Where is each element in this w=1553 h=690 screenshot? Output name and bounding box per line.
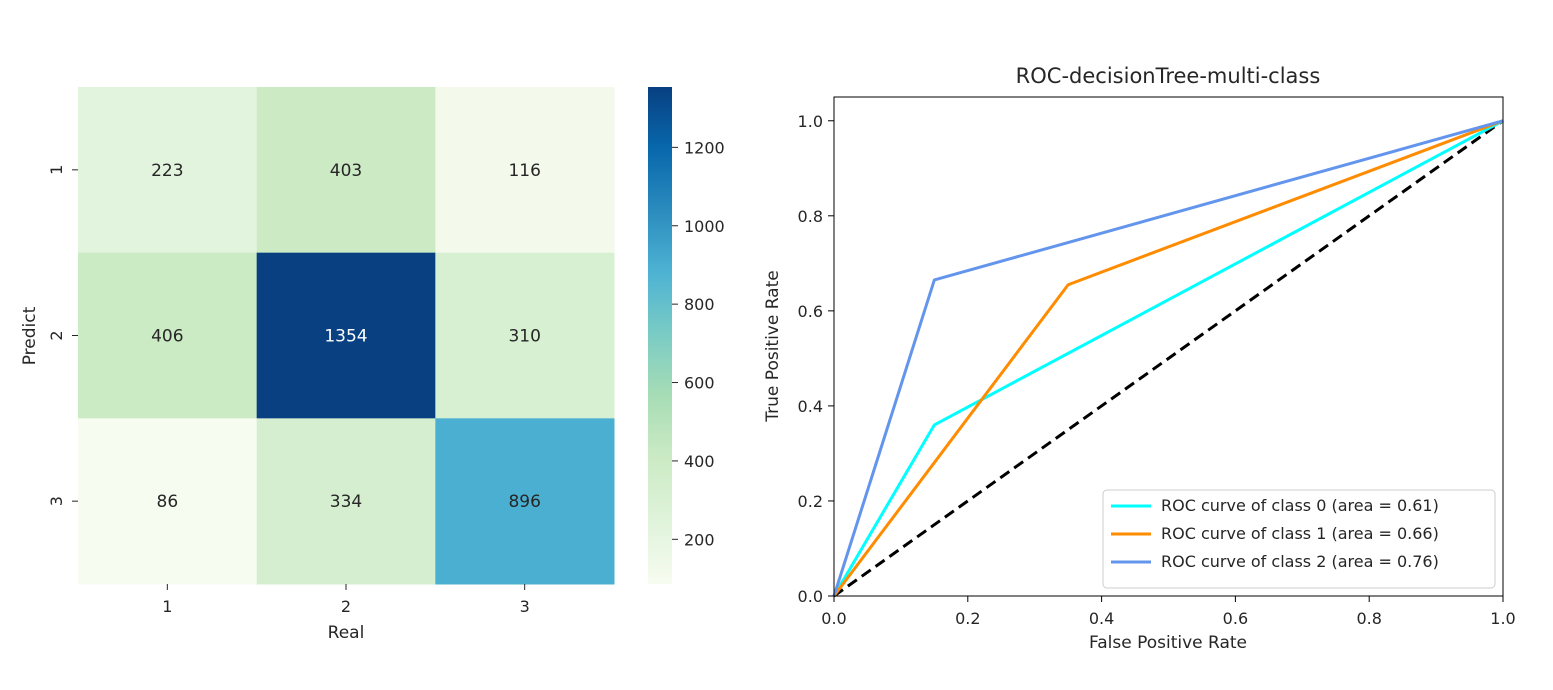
roc-diagonal-reference-line [833, 119, 1504, 598]
roc-legend-entry: ROC curve of class 1 (area = 0.66) [1161, 524, 1439, 543]
colorbar-tick-label: 1000 [684, 217, 725, 236]
heatmap-cell-label: 406 [151, 327, 183, 347]
heatmap-cell-label: 403 [330, 161, 362, 181]
colorbar-tick-label: 800 [684, 295, 715, 314]
heatmap-cell-label: 223 [151, 161, 183, 181]
heatmap-cell-label: 86 [157, 492, 179, 512]
heatmap-cells: 223 403 116 406 1354 310 86 334 896 [78, 87, 615, 585]
roc-x-tick-label: 0.6 [1223, 609, 1248, 628]
heatmap-cell [78, 418, 258, 585]
heatmap-cell [435, 87, 615, 254]
colorbar-ticks: 200 400 600 800 1000 1200 [672, 138, 725, 549]
roc-series-lines [832, 119, 1504, 598]
roc-series-line-2 [832, 119, 1504, 597]
roc-y-tick-label: 0.0 [798, 587, 823, 606]
roc-y-ticks: 0.0 0.2 0.4 0.6 0.8 1.0 [798, 112, 834, 606]
heatmap-cell-label: 116 [508, 161, 540, 181]
roc-x-ticks: 0.0 0.2 0.4 0.6 0.8 1.0 [821, 596, 1516, 628]
heatmap-y-axis-label: Predict [20, 306, 40, 365]
heatmap-y-ticks: 1 2 3 [47, 165, 78, 506]
roc-series-line-1 [832, 119, 1504, 597]
roc-x-axis-label: False Positive Rate [1089, 633, 1247, 653]
heatmap-cell-label: 310 [508, 327, 540, 347]
heatmap-x-ticks: 1 2 3 [162, 584, 530, 616]
roc-chart: ROC-decisionTree-multi-class 0.0 0.2 0.4 0.… [763, 64, 1516, 653]
heatmap-cell [256, 87, 436, 254]
heatmap-cell [256, 418, 436, 585]
roc-y-tick-label: 0.8 [798, 207, 823, 226]
colorbar-tick-label: 600 [684, 374, 715, 393]
confusion-matrix-heatmap: 223 403 116 406 1354 310 86 334 896 1 2 3 1 2 3 Real… [20, 87, 615, 643]
heatmap-cell [435, 252, 615, 419]
roc-y-tick-label: 0.6 [798, 302, 823, 321]
heatmap-x-tick-label: 3 [520, 597, 530, 616]
heatmap-cell-label: 896 [508, 492, 540, 512]
colorbar-tick-label: 400 [684, 452, 715, 471]
heatmap-cell [78, 252, 258, 419]
heatmap-cell-label: 334 [330, 492, 362, 512]
heatmap-x-tick-label: 2 [341, 597, 351, 616]
colorbar: 200 400 600 800 1000 1200 [648, 87, 725, 584]
roc-x-tick-label: 0.4 [1089, 609, 1114, 628]
roc-legend-entry: ROC curve of class 0 (area = 0.61) [1161, 496, 1439, 515]
heatmap-cell-label: 1354 [324, 327, 367, 347]
roc-y-tick-label: 1.0 [798, 112, 823, 131]
roc-legend-entry: ROC curve of class 2 (area = 0.76) [1161, 552, 1439, 571]
roc-y-tick-label: 0.4 [798, 397, 823, 416]
heatmap-y-tick-label: 2 [47, 330, 66, 340]
roc-title: ROC-decisionTree-multi-class [1016, 64, 1321, 88]
colorbar-tick-label: 200 [684, 530, 715, 549]
roc-y-axis-label: True Positive Rate [763, 270, 783, 422]
roc-legend-box [1102, 489, 1496, 589]
roc-x-tick-label: 1.0 [1490, 609, 1515, 628]
colorbar-gradient [648, 87, 672, 584]
roc-x-tick-label: 0.0 [821, 609, 846, 628]
heatmap-y-tick-label: 1 [47, 165, 66, 175]
heatmap-cell [78, 87, 258, 254]
heatmap-cell [435, 418, 615, 585]
roc-x-tick-label: 0.2 [955, 609, 980, 628]
roc-legend: ROC curve of class 0 (area = 0.61) ROC cu… [1102, 489, 1496, 589]
roc-y-tick-label: 0.2 [798, 492, 823, 511]
roc-series-line-0 [832, 119, 1504, 597]
heatmap-x-axis-label: Real [328, 623, 365, 643]
colorbar-tick-label: 1200 [684, 138, 725, 157]
heatmap-x-tick-label: 1 [162, 597, 172, 616]
roc-x-tick-label: 0.8 [1356, 609, 1381, 628]
heatmap-cell [256, 252, 436, 419]
roc-plot-frame [833, 96, 1504, 597]
heatmap-y-tick-label: 3 [47, 496, 66, 506]
